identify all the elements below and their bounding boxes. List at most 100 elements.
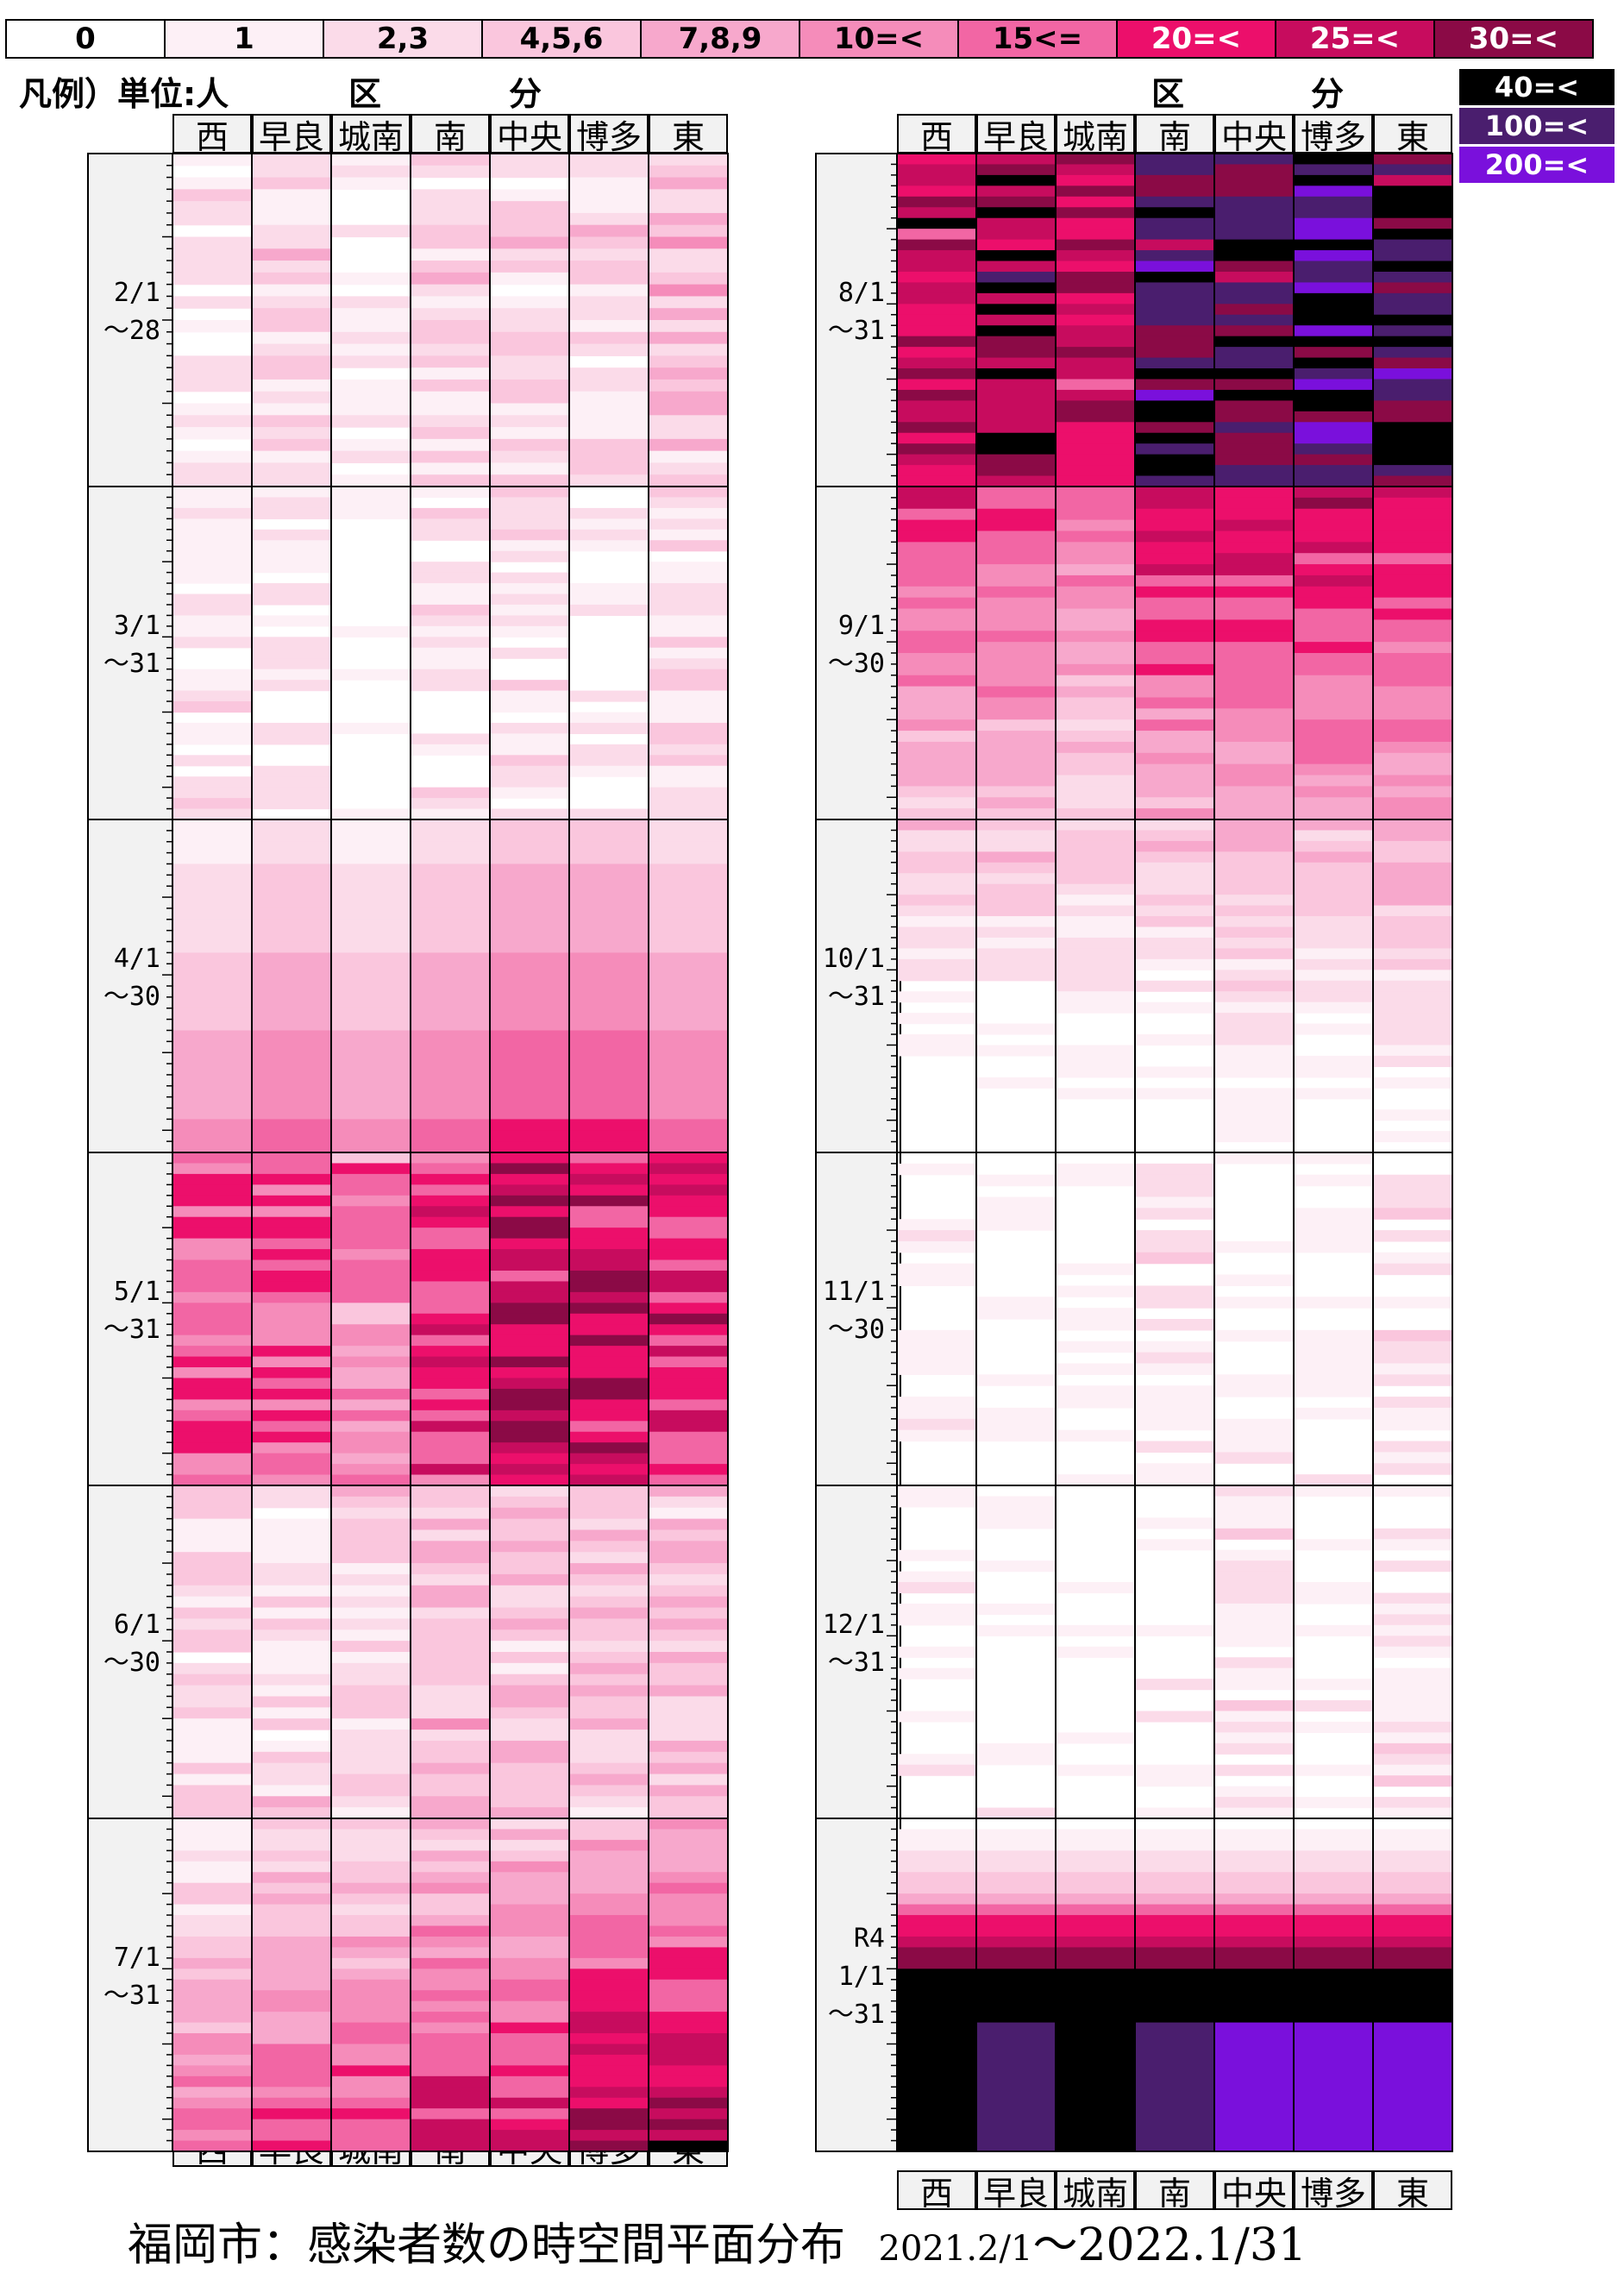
heatmap-cell [976,1872,1056,1884]
heatmap-cell [252,1052,331,1064]
heatmap-cell [649,2012,728,2024]
heatmap-cell [1135,487,1214,499]
heatmap-cell [411,2087,490,2099]
heatmap-cell [490,1485,569,1498]
heatmap-cell [569,1249,649,1261]
heatmap-cell [252,462,331,475]
heatmap-cell [1214,304,1294,316]
heatmap-cell [1135,797,1214,809]
heatmap-cell [1294,752,1373,765]
heatmap-cell [411,2130,490,2142]
heatmap-cell [1214,357,1294,369]
heatmap-cell [252,1925,331,1937]
heatmap-cell [331,986,411,998]
heatmap-cell [1214,970,1294,982]
heatmap-cell [1135,608,1214,620]
heatmap-cell [1373,980,1452,992]
heatmap-cell [1135,819,1214,832]
heatmap-cell [897,970,976,982]
heatmap-cell [252,1904,331,1916]
heatmap-cell [1135,862,1214,874]
heatmap-cell [1135,752,1214,765]
heatmap-cell [569,1696,649,1708]
heatmap-cell [976,719,1056,732]
heatmap-cell [411,1607,490,1619]
heatmap-cell [411,320,490,333]
heatmap-cell [569,1421,649,1433]
heatmap-cell [490,1030,569,1042]
heatmap-cell [1056,1045,1135,1057]
heatmap-cell [252,996,331,1009]
heatmap-cell [490,1507,569,1520]
heatmap-cell [172,1673,252,1686]
heatmap-cell [1373,1341,1452,1353]
heatmap-cell [331,497,411,509]
heatmap-cell [490,952,569,964]
heatmap-cell [1373,1452,1452,1464]
heatmap-cell [649,593,728,606]
heatmap-cell [1056,1174,1135,1187]
heatmap-cell [1056,797,1135,809]
heatmap-cell [976,958,1056,970]
heatmap-cell [1135,1968,1214,1981]
heatmap-cell [490,2140,569,2152]
heatmap-cell [490,2012,569,2024]
heatmap-cell [1294,642,1373,654]
heatmap-cell [1214,1915,1294,1927]
heatmap-cell [1294,2119,1373,2131]
heatmap-cell [252,1367,331,1379]
heatmap-cell [1135,1002,1214,1014]
heatmap-cell [1135,675,1214,688]
heatmap-cell [172,975,252,987]
heatmap-cell [1373,697,1452,709]
heatmap-cell [1294,2075,1373,2088]
heatmap-cell [1056,1968,1135,1981]
heatmap-cell [252,669,331,681]
heatmap-cell [252,776,331,788]
heatmap-cell [331,1442,411,1454]
heatmap-cell [649,2087,728,2099]
heatmap-cell [1056,304,1135,316]
heatmap-cell [1056,1829,1135,1841]
heatmap-cell [1294,916,1373,928]
heatmap-cell [1214,250,1294,262]
heatmap-cell [1373,1979,1452,1991]
heatmap-cell [252,1163,331,1175]
heatmap-cell [1214,980,1294,992]
heatmap-cell [1214,1904,1294,1916]
heatmap-cell [1214,1452,1294,1464]
heatmap-cell [649,1641,728,1653]
month-label-text: ～30 [103,982,160,1012]
heatmap-cell [976,830,1056,842]
heatmap-cell [1135,531,1214,543]
heatmap-cell [490,1184,569,1196]
heatmap-cell [1214,1385,1294,1397]
heatmap-cell [1056,731,1135,743]
heatmap-cell [490,722,569,734]
heatmap-cell [976,174,1056,186]
heatmap-cell [1214,1786,1294,1798]
heatmap-cell [172,1762,252,1775]
heatmap-cell [490,986,569,998]
heatmap-cell [976,752,1056,765]
heatmap-cell [1214,741,1294,754]
heatmap-cell [569,212,649,226]
heatmap-cell [331,1904,411,1916]
heatmap-cell [1056,1285,1135,1297]
heatmap-cell [649,964,728,976]
heatmap-cell [976,948,1056,960]
heatmap-cell [1056,619,1135,631]
heatmap-cell [331,1507,411,1520]
heatmap-cell [490,1751,569,1764]
heatmap-cell [1294,1721,1373,1733]
heatmap-cell [252,2087,331,2099]
heatmap-cell [172,886,252,898]
heatmap-cell [569,1281,649,1293]
heatmap-cell [411,941,490,953]
heatmap-cell [252,1751,331,1764]
heatmap-cell [172,2087,252,2099]
heatmap-cell [569,1085,649,1098]
heatmap-cell [569,2065,649,2077]
heatmap-cell [976,1936,1056,1949]
heatmap-cell [649,2097,728,2109]
